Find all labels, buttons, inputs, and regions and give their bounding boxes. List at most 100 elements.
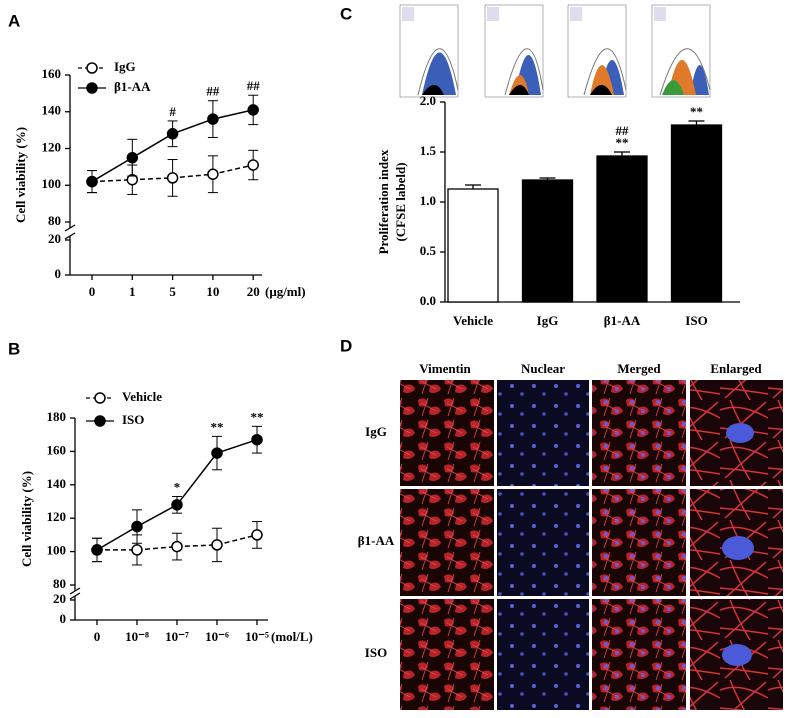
bar — [596, 155, 648, 303]
point — [166, 128, 179, 140]
histogram — [567, 4, 627, 98]
x-tick-label: 10⁻⁵ — [245, 629, 269, 644]
y-tick-label: 160 — [47, 442, 67, 457]
annotation: ** — [690, 104, 703, 119]
y-tick-label: 160 — [42, 66, 62, 81]
micrographs — [400, 380, 783, 710]
y-tick-label: 0 — [60, 611, 67, 626]
point — [247, 104, 259, 116]
annotation: ## — [616, 123, 630, 138]
histogram — [484, 4, 544, 98]
y-tick-label: 180 — [47, 409, 67, 424]
point — [207, 113, 219, 125]
legend-label: ISO — [122, 412, 144, 427]
y-tick-label: 0.5 — [420, 243, 437, 258]
x-tick-label: 20 — [247, 284, 260, 299]
y-tick-label: 0.0 — [420, 293, 436, 308]
y-tick-label: 140 — [47, 476, 67, 491]
point — [251, 529, 263, 541]
x-tick-label: β1-AA — [604, 313, 641, 328]
y-tick-label: 20 — [53, 591, 66, 606]
point — [247, 159, 259, 171]
axis-break — [64, 224, 76, 232]
y-axis-label: (CFSE labeld) — [393, 162, 408, 241]
legend-marker — [86, 82, 98, 94]
panel-label: B — [8, 339, 20, 358]
x-tick-label: 0 — [89, 284, 96, 299]
panel-label: C — [340, 4, 352, 23]
image — [400, 380, 494, 486]
legend-marker — [94, 415, 106, 427]
y-tick-label: 2.0 — [420, 93, 436, 108]
y-axis-label: Cell viability (%) — [13, 127, 28, 223]
image — [497, 380, 589, 486]
point — [131, 520, 143, 533]
legend-label: IgG — [114, 59, 136, 74]
legend-marker — [86, 62, 98, 74]
point — [86, 175, 98, 188]
annotation: # — [169, 104, 176, 119]
nucleus — [722, 536, 754, 560]
column-label: Enlarged — [710, 361, 762, 376]
x-tick-label: Vehicle — [453, 313, 493, 328]
y-tick-label: 100 — [47, 543, 67, 558]
legend-label: Vehicle — [122, 389, 162, 404]
point — [211, 539, 223, 551]
axis-break — [69, 587, 81, 595]
point — [131, 544, 143, 556]
x-tick-label: 10 — [206, 284, 219, 299]
image — [400, 599, 494, 710]
annotation: ## — [247, 78, 261, 93]
y-tick-label: 20 — [48, 231, 61, 246]
histogram — [651, 4, 711, 98]
annotation: ** — [616, 135, 629, 150]
x-tick-label: 10⁻⁸ — [125, 629, 149, 644]
bar — [521, 179, 574, 303]
x-tick-label: 1 — [129, 284, 136, 299]
y-tick-label: 80 — [53, 576, 66, 591]
image — [497, 489, 589, 596]
annotation: ## — [206, 84, 220, 99]
y-tick-label: 1.0 — [420, 193, 436, 208]
nucleus — [722, 644, 752, 666]
point — [171, 499, 183, 511]
y-axis-label: Cell viability (%) — [19, 471, 34, 567]
axis-break — [64, 232, 76, 240]
row-label: IgG — [365, 424, 387, 439]
nucleus — [726, 423, 754, 443]
y-tick-label: 140 — [42, 103, 62, 118]
y-tick-label: 1.5 — [420, 143, 437, 158]
x-tick-label: 10⁻⁶ — [205, 629, 229, 644]
image — [592, 599, 686, 710]
row-label: ISO — [365, 645, 387, 660]
histogram — [399, 4, 459, 98]
y-tick-label: 100 — [42, 176, 62, 191]
x-tick-label: 5 — [169, 284, 176, 299]
point — [126, 151, 139, 164]
histogram-thumbnails — [399, 4, 711, 98]
legend-label: β1-AA — [114, 79, 151, 94]
panel-label: A — [8, 11, 20, 30]
legend-marker — [94, 392, 106, 404]
y-tick-label: 0 — [55, 266, 62, 281]
x-axis-unit: (mol/L) — [271, 629, 313, 644]
y-tick-label: 120 — [42, 139, 62, 154]
panel-label: D — [340, 336, 352, 355]
x-tick-label: IgG — [537, 313, 559, 328]
point — [251, 433, 263, 446]
row-label: β1-AA — [358, 533, 395, 548]
image — [592, 380, 686, 486]
annotation: * — [174, 479, 181, 494]
annotation: ** — [251, 409, 264, 424]
point — [207, 168, 219, 180]
bar — [447, 188, 499, 303]
x-tick-label: ISO — [685, 313, 707, 328]
point — [91, 544, 103, 556]
x-axis-unit: (μg/ml) — [265, 284, 306, 299]
image — [400, 489, 494, 596]
bar — [670, 124, 723, 303]
point — [171, 540, 183, 553]
column-label: Nuclear — [521, 361, 565, 376]
image — [592, 489, 686, 596]
